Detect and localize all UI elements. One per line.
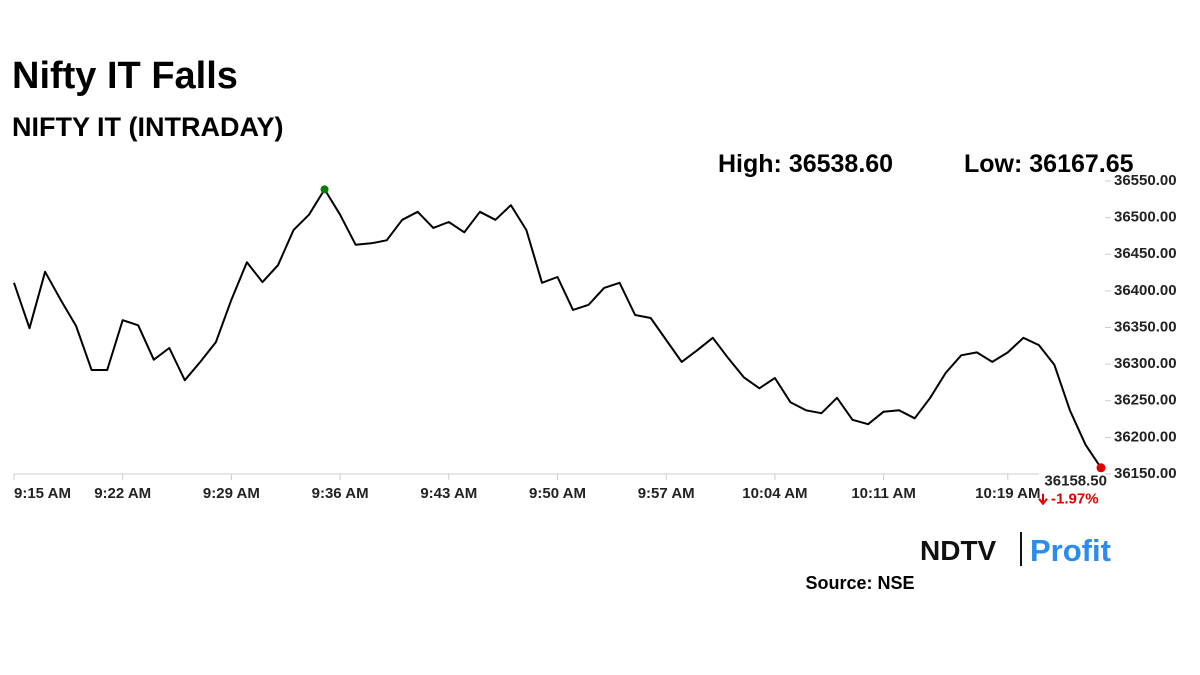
y-tick-label: 36350.00 xyxy=(1114,318,1177,335)
x-tick-label: 10:04 AM xyxy=(742,485,807,502)
y-tick-label: 36200.00 xyxy=(1114,428,1177,445)
source: Source: NSE xyxy=(805,573,914,593)
value-label-bg xyxy=(1039,472,1105,489)
x-tick-label: 10:19 AM xyxy=(975,485,1040,502)
high-text: High: 36538.60 xyxy=(718,150,893,178)
y-tick-label: 36550.00 xyxy=(1114,172,1177,189)
logo-profit: Profit xyxy=(1030,533,1111,568)
value-label: 36158.50 xyxy=(1044,473,1107,490)
y-tick-label: 36450.00 xyxy=(1114,245,1177,262)
x-tick-label: 9:43 AM xyxy=(420,485,477,502)
x-tick-label: 10:11 AM xyxy=(851,485,915,502)
y-tick-label: 36400.00 xyxy=(1114,282,1177,299)
x-tick-label: 9:36 AM xyxy=(312,485,369,502)
end-marker xyxy=(1096,463,1106,473)
y-tick-label: 36250.00 xyxy=(1114,392,1177,409)
y-tick-label: 36150.00 xyxy=(1114,465,1177,482)
x-tick-label: 9:50 AM xyxy=(529,485,586,502)
low-text: Low: 36167.65 xyxy=(964,150,1134,178)
x-tick-label: 9:15 AM xyxy=(14,485,71,502)
x-tick-label: 9:57 AM xyxy=(638,485,695,502)
x-tick-label: 9:29 AM xyxy=(203,485,260,502)
y-tick-label: 36300.00 xyxy=(1114,355,1177,372)
high-marker xyxy=(320,185,329,194)
chart-title: Nifty IT Falls xyxy=(12,55,238,97)
price-line xyxy=(13,188,1102,469)
logo-ndtv: NDTV xyxy=(920,535,997,566)
chart-subtitle: NIFTY IT (INTRADAY) xyxy=(12,112,284,142)
y-tick-label: 36500.00 xyxy=(1114,209,1177,226)
change-text: -1.97% xyxy=(1051,491,1099,508)
x-tick-label: 9:22 AM xyxy=(94,485,151,502)
down-arrow xyxy=(1038,493,1048,506)
